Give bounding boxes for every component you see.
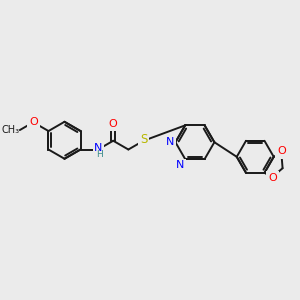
Text: CH₃: CH₃ xyxy=(2,125,20,135)
Text: N: N xyxy=(176,160,184,170)
Text: S: S xyxy=(140,133,147,146)
Text: O: O xyxy=(29,117,38,127)
Text: O: O xyxy=(268,173,277,183)
Text: N: N xyxy=(94,143,102,153)
Text: O: O xyxy=(109,119,118,129)
Text: O: O xyxy=(278,146,286,157)
Text: N: N xyxy=(166,137,175,147)
Text: H: H xyxy=(96,150,102,159)
